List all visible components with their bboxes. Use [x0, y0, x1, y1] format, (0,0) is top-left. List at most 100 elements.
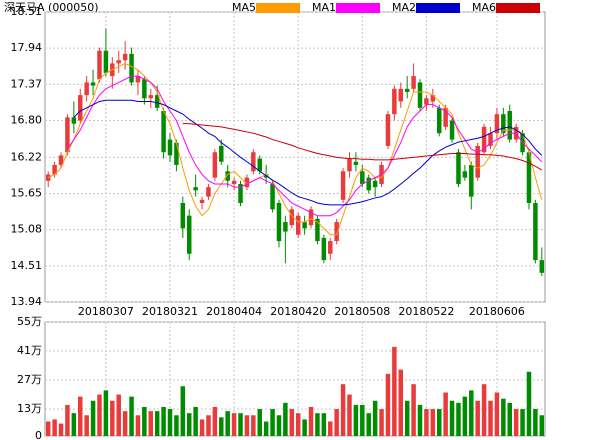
volume-bar: [45, 421, 51, 436]
candle-body: [148, 95, 154, 99]
candle-body: [494, 114, 500, 134]
candle-body: [154, 95, 160, 108]
volume-bar: [263, 421, 269, 436]
ma-line: [73, 99, 543, 206]
y-tick-label: 17.94: [11, 41, 43, 54]
legend-swatch: [416, 3, 460, 13]
volume-bar: [78, 396, 83, 436]
candle-body: [276, 203, 282, 242]
volume-bar: [385, 373, 391, 436]
volume-bar: [122, 411, 128, 436]
candle-body: [78, 95, 83, 121]
x-tick-label: 20180508: [334, 305, 390, 318]
candle-body: [456, 152, 461, 184]
candle-body: [174, 142, 179, 165]
candle-body: [180, 203, 186, 229]
candle-body: [475, 145, 480, 178]
candle-body: [539, 260, 545, 273]
legend-swatch: [336, 3, 380, 13]
volume-bar: [129, 396, 134, 436]
volume-bar: [513, 409, 519, 436]
volume-bar: [462, 396, 468, 436]
volume-bar: [347, 394, 352, 436]
volume-bar: [58, 423, 64, 436]
candle-body: [501, 114, 506, 134]
y-tick-label: 41万: [17, 344, 42, 357]
candle-body: [97, 50, 102, 80]
volume-bar: [379, 409, 384, 436]
volume-bar: [366, 413, 371, 436]
candle-body: [122, 53, 128, 61]
candle-body: [321, 237, 327, 261]
volume-bar: [212, 406, 218, 436]
candle-body: [142, 79, 147, 99]
y-tick-label: 0: [35, 429, 42, 440]
volume-bar: [488, 400, 493, 436]
volume-bar: [533, 409, 538, 436]
candle-body: [103, 50, 109, 73]
volume-bar: [520, 409, 525, 436]
candle-body: [353, 161, 359, 165]
candle-body: [328, 241, 333, 254]
candle-body: [302, 222, 307, 229]
candle-body: [340, 171, 346, 200]
candle-body: [526, 152, 532, 204]
candle-body: [398, 88, 404, 102]
candle-body: [129, 53, 134, 83]
legend-label: MA20: [392, 1, 423, 14]
volume-bar: [193, 406, 198, 436]
legend-swatch: [256, 3, 300, 13]
volume-bar: [494, 392, 500, 436]
volume-bar: [180, 386, 186, 436]
candle-body: [238, 183, 243, 204]
candle-body: [251, 152, 256, 172]
volume-bar: [340, 384, 346, 436]
candle-body: [231, 180, 237, 184]
candle-body: [84, 82, 89, 96]
volume-bar: [270, 409, 275, 436]
volume-bar: [308, 406, 314, 436]
candle-body: [315, 218, 320, 242]
volume-bar: [257, 409, 262, 436]
volume-bar: [135, 415, 141, 436]
volume-bar: [251, 415, 256, 436]
volume-bar: [392, 346, 397, 436]
y-tick-label: 13.94: [11, 295, 43, 308]
volume-bar: [84, 415, 89, 436]
candle-body: [462, 171, 468, 178]
volume-bar: [417, 404, 423, 436]
candle-body: [45, 174, 51, 181]
candle-body: [58, 155, 64, 165]
candle-body: [135, 76, 141, 83]
legend-label: MA60: [472, 1, 503, 14]
candle-body: [71, 117, 77, 124]
volume-bar: [353, 404, 359, 436]
candle-body: [449, 120, 455, 140]
ma-line: [182, 123, 543, 171]
volume-bar: [360, 404, 365, 436]
volume-bar: [501, 398, 506, 436]
chart-title: 深天马A (000050): [4, 1, 99, 14]
candle-body: [481, 126, 487, 153]
volume-bar: [65, 404, 70, 436]
volume-bar: [411, 384, 416, 436]
candle-body: [424, 98, 429, 105]
candle-body: [116, 60, 121, 64]
volume-bar: [186, 413, 192, 436]
volume-bar: [199, 419, 205, 436]
candle-body: [411, 76, 416, 89]
volume-bar: [430, 409, 436, 436]
y-tick-label: 16.22: [11, 150, 43, 163]
y-tick-label: 15.08: [11, 223, 43, 236]
y-tick-label: 13万: [17, 402, 42, 415]
y-tick-label: 27万: [17, 373, 42, 386]
volume-bar: [283, 402, 288, 436]
candle-body: [404, 88, 410, 92]
volume-bar: [372, 400, 378, 436]
volume-bar: [449, 400, 455, 436]
candle-body: [199, 199, 205, 204]
x-tick-label: 20180307: [78, 305, 134, 318]
volume-bar: [475, 400, 480, 436]
